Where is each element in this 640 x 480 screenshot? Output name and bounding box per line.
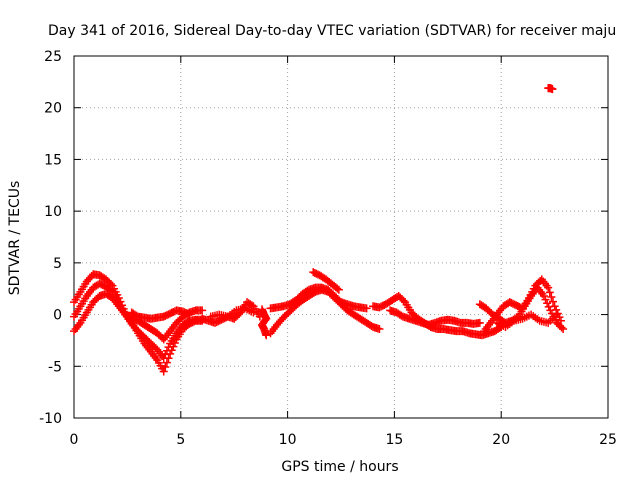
grid [74,56,608,418]
series-outlier [544,84,557,94]
data-point [161,363,170,372]
data-point [544,302,553,311]
data-point [475,318,484,327]
data-point [164,343,173,352]
x-tick-label: 25 [599,432,617,448]
series-track-12 [386,306,484,329]
series-track-6 [206,304,258,321]
data-point [539,291,548,300]
data-point [548,297,557,306]
data-point [552,310,561,319]
x-tick-label: 10 [279,432,297,448]
data-point [399,296,408,305]
series-track-7 [257,305,271,340]
series-track-9 [266,283,371,313]
x-tick-label: 15 [385,432,403,448]
data-point [159,354,168,363]
y-tick-label: -5 [48,359,62,375]
x-axis-label: GPS time / hours [281,459,398,475]
series-track-15 [492,310,561,331]
data-point [159,367,168,376]
data-point [185,310,194,319]
data-point [362,304,371,313]
series-track-4 [127,306,194,323]
series-track-10 [309,268,343,294]
data-point [548,85,557,94]
data-point [198,306,207,315]
x-tick-label: 20 [492,432,510,448]
y-tick-label: 15 [44,152,62,168]
data-point [262,331,271,340]
data-point [249,308,258,317]
data-point [334,285,343,294]
y-tick-label: 0 [53,308,62,324]
y-tick-label: 20 [44,101,62,117]
y-tick-label: 10 [44,204,62,220]
plot-frame [73,55,609,419]
data-point [162,358,171,367]
x-tick-label: 5 [176,432,185,448]
x-tick-label: 0 [70,432,79,448]
data-point [544,283,553,292]
data-point [162,346,171,355]
y-tick-label: -10 [39,411,62,427]
tick-labels: 0 5 10 15 20 25 -10 -5 0 5 10 15 20 25 [39,49,617,448]
data-point [559,325,568,334]
y-tick-label: 5 [53,256,62,272]
y-tick-label: 25 [44,49,62,65]
data-point [541,295,550,304]
data-point [161,350,170,359]
chart-title: Day 341 of 2016, Sidereal Day-to-day VTE… [48,23,616,39]
data-point [557,323,566,332]
data-point [375,325,384,334]
data-point [183,309,192,318]
data-point [333,284,342,293]
data-point [543,299,552,308]
data-point [545,288,554,297]
data-point [547,292,556,301]
data-points [70,84,568,376]
y-axis-label: SDTVAR / TECUs [7,181,23,296]
